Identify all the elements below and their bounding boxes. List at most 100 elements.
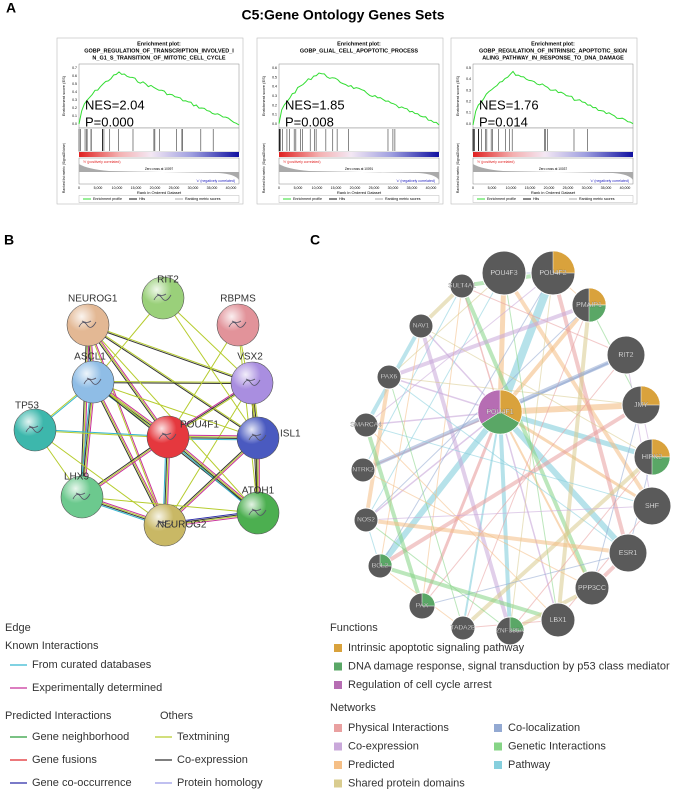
x-tick: 20,000 bbox=[150, 186, 161, 190]
structure-icon bbox=[25, 425, 44, 433]
es-tick: 0.0 bbox=[466, 122, 471, 126]
edge bbox=[365, 518, 629, 555]
gene-label: JMY bbox=[634, 402, 648, 409]
es-tick: 0.1 bbox=[272, 113, 277, 117]
legend-item: DNA damage response, signal transduction… bbox=[348, 660, 670, 672]
structure-icon bbox=[228, 320, 247, 328]
gene-label: POU4F2 bbox=[539, 270, 566, 277]
pos-label: 'h' (positively correlated) bbox=[477, 160, 515, 164]
es-tick: 0.5 bbox=[466, 66, 471, 70]
legend-swatch bbox=[334, 662, 342, 671]
edge bbox=[460, 285, 594, 589]
structure-icon bbox=[72, 492, 91, 500]
edge bbox=[34, 430, 168, 439]
edge bbox=[88, 323, 170, 437]
legend-swatch bbox=[494, 761, 502, 769]
edge bbox=[499, 410, 653, 508]
edge bbox=[497, 409, 631, 556]
function-slice bbox=[588, 304, 607, 323]
x-axis-label: Rank in Ordered Dataset bbox=[531, 190, 576, 195]
rank-axis-label: Ranked list metric (Signal2Noise) bbox=[456, 143, 460, 193]
function-slice bbox=[379, 553, 393, 567]
gene-label: NOS2 bbox=[357, 517, 375, 524]
rank-axis-label: Ranked list metric (Signal2Noise) bbox=[262, 143, 266, 193]
gene-node bbox=[350, 457, 376, 483]
legend-swatch bbox=[334, 761, 342, 769]
edge bbox=[378, 403, 643, 568]
gene-node bbox=[450, 615, 476, 641]
x-tick: 35,000 bbox=[407, 186, 418, 190]
edge bbox=[421, 354, 627, 607]
legend-text: Enrichment profile bbox=[293, 197, 322, 201]
gene-label: NAV1 bbox=[413, 323, 430, 330]
gene-label: PPP3CC bbox=[578, 585, 606, 592]
edge bbox=[421, 552, 629, 607]
plot-name: GOBP_REGULATION_OF_INTRINSIC_APOPTOTIC_S… bbox=[479, 48, 627, 54]
structure-icon bbox=[78, 320, 97, 328]
node-label: ISL1 bbox=[280, 429, 301, 440]
plot-name: ALING_PATHWAY_IN_RESPONSE_TO_DNA_DAMAGE bbox=[482, 55, 624, 61]
node-shine bbox=[61, 476, 103, 518]
legend-item: Genetic Interactions bbox=[508, 740, 606, 752]
edge bbox=[167, 324, 239, 438]
x-tick: 20,000 bbox=[350, 186, 361, 190]
edge bbox=[497, 272, 507, 413]
node-label: RBPMS bbox=[220, 294, 256, 305]
edge bbox=[591, 404, 642, 589]
gene-node bbox=[574, 570, 610, 606]
edge bbox=[625, 354, 653, 507]
edge bbox=[419, 325, 512, 632]
plot-header: Enrichment plot: bbox=[531, 41, 575, 47]
legend-item: Predicted bbox=[348, 759, 394, 771]
es-tick: 0.1 bbox=[72, 114, 77, 118]
plot-header: Enrichment plot: bbox=[337, 41, 381, 47]
legend-item: Experimentally determined bbox=[32, 682, 162, 694]
gene-node bbox=[353, 507, 379, 533]
section-title: C5:Gene Ontology Genes Sets bbox=[241, 7, 444, 23]
es-tick: 0.5 bbox=[272, 75, 277, 79]
edge bbox=[87, 324, 169, 438]
edge bbox=[35, 428, 169, 437]
es-tick: 0.6 bbox=[272, 66, 277, 70]
plot-name: GOBP_GLIAL_CELL_APOPTOTIC_PROCESS bbox=[300, 48, 419, 54]
edge bbox=[498, 303, 591, 414]
edge bbox=[499, 402, 642, 415]
x-tick: 25,000 bbox=[369, 186, 380, 190]
legend-item: Intrinsic apoptotic signaling pathway bbox=[348, 642, 525, 654]
edge bbox=[365, 424, 559, 621]
edge bbox=[499, 411, 559, 621]
node-label: NEUROG1 bbox=[68, 294, 118, 305]
es-tick: 0.6 bbox=[72, 74, 77, 78]
function-slice bbox=[552, 250, 576, 274]
edge bbox=[499, 411, 593, 589]
gene-node bbox=[481, 250, 527, 296]
es-curve bbox=[78, 71, 240, 126]
es-axis-label: Enrichment score (ES) bbox=[455, 75, 460, 116]
legend-item: Co-expression bbox=[177, 754, 248, 766]
es-tick: 0.2 bbox=[272, 103, 277, 107]
function-slice bbox=[481, 411, 520, 435]
structure-icon bbox=[155, 520, 174, 528]
x-tick: 5,000 bbox=[94, 186, 103, 190]
x-tick: 5,000 bbox=[488, 186, 497, 190]
x-tick: 35,000 bbox=[601, 186, 612, 190]
gene-label: POU4F1 bbox=[486, 409, 513, 416]
edge bbox=[162, 297, 259, 439]
edge bbox=[420, 325, 653, 458]
panel-label: A bbox=[6, 0, 16, 16]
x-tick: 35,000 bbox=[207, 186, 218, 190]
legend-text: Hits bbox=[339, 197, 345, 201]
legend-group: Others bbox=[160, 710, 194, 722]
edge bbox=[379, 325, 422, 567]
pos-label: 'h' (positively correlated) bbox=[83, 160, 121, 164]
rank-area bbox=[79, 164, 239, 180]
legend-swatch bbox=[334, 644, 342, 652]
function-slice bbox=[640, 385, 661, 406]
gene-node bbox=[606, 335, 646, 375]
gene-node bbox=[408, 313, 434, 339]
gene-label: PAX bbox=[416, 603, 429, 610]
pos-label: 'h' (positively correlated) bbox=[283, 160, 321, 164]
x-tick: 30,000 bbox=[388, 186, 399, 190]
gene-label: NTRK2 bbox=[352, 467, 374, 474]
edge bbox=[556, 304, 591, 621]
